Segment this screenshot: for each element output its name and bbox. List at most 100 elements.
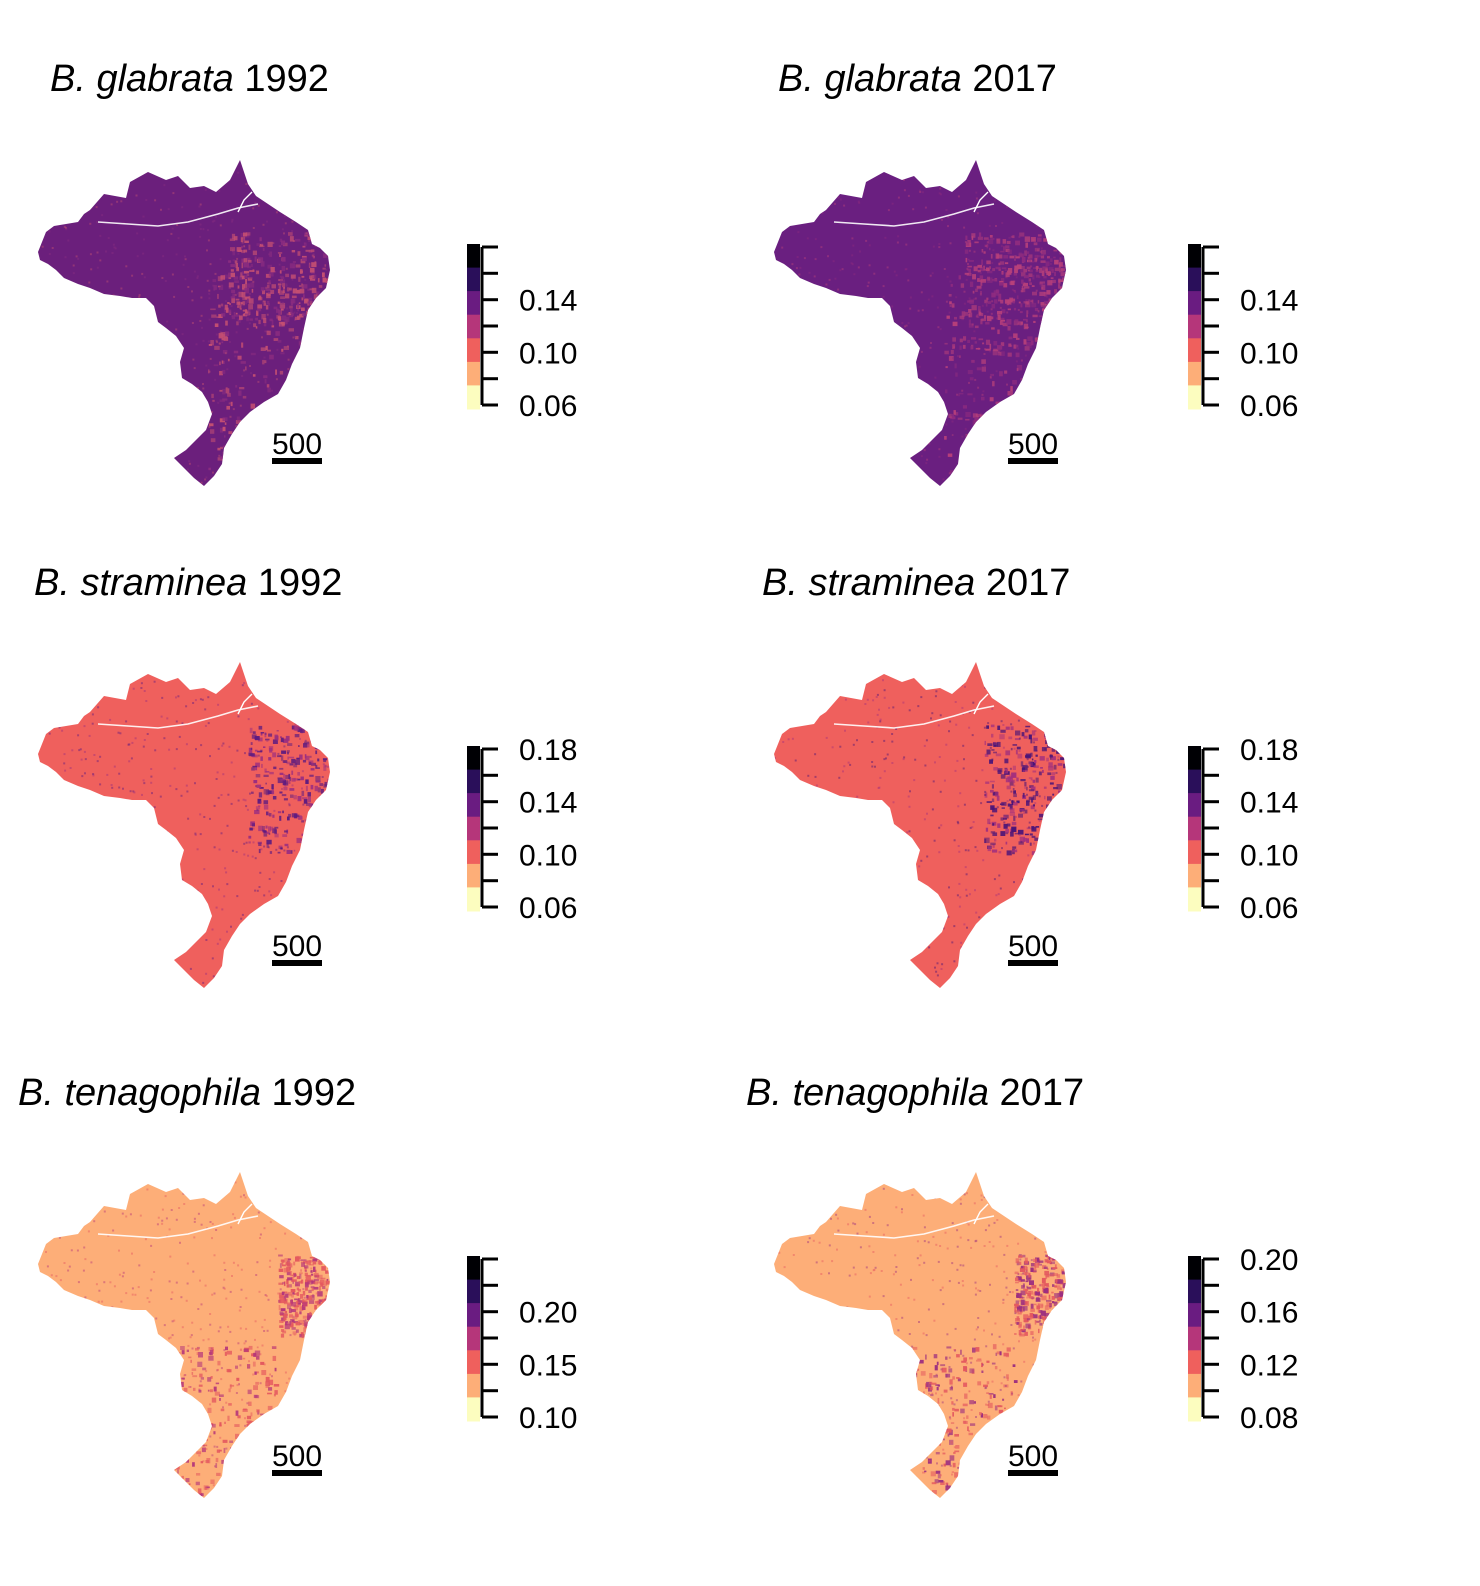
legend-swatch [1188,887,1201,912]
scale-bar-label: 500 [1008,1440,1058,1473]
legend-tick-label: 0.08 [1240,1402,1298,1435]
legend-swatch [1188,1326,1201,1351]
legend-swatch [467,314,480,339]
legend-tick-label: 0.12 [1240,1349,1298,1382]
year-label: 1992 [257,562,343,604]
legend-swatch [467,1373,480,1398]
legend-swatch [467,863,480,888]
brazil-outline [774,1172,1066,1498]
brazil-map: 500 0.20 0.15 0.10 [38,1172,577,1498]
legend-tick-label: 0.14 [1240,787,1298,820]
legend-tick-label: 0.10 [519,1402,577,1435]
legend-swatch [467,1326,480,1351]
legend-swatch [467,746,480,771]
map-panel-glabrata-1992: B. glabrata 1992 500 0.14 0.10 0.06 [0,0,740,510]
legend-swatch [467,267,480,292]
legend-swatch [467,291,480,316]
legend-swatch [1188,244,1201,269]
legend-swatch [1188,746,1201,771]
legend-tick-label: 0.06 [519,390,577,423]
legend-swatch [1188,840,1201,865]
legend-tick-label: 0.06 [519,892,577,925]
year-label: 2017 [972,58,1057,100]
legend-swatch [1188,769,1201,794]
brazil-outline [38,662,330,988]
legend-swatch [467,816,480,841]
legend-tick-label: 0.14 [519,787,577,820]
species-name: B. glabrata [50,58,234,100]
map-panel-glabrata-2017: B. glabrata 2017 500 0.14 0.10 0.06 [736,0,1476,510]
scale-bar-label: 500 [272,428,322,461]
legend-tick-label: 0.10 [1240,337,1298,370]
legend-swatch [1188,1279,1201,1304]
legend-swatch [467,1256,480,1281]
legend-swatch [467,385,480,410]
legend-swatch [1188,863,1201,888]
color-legend: 0.20 0.16 0.12 0.08 [1188,1244,1298,1435]
map-title: B. glabrata 2017 [778,60,1057,98]
legend-swatch [467,244,480,269]
legend-swatch [467,840,480,865]
brazil-map: 500 0.18 0.14 0.10 0.06 [38,662,577,988]
color-legend: 0.20 0.15 0.10 [467,1256,577,1435]
legend-swatch [467,338,480,363]
legend-swatch [467,361,480,386]
brazil-map: 500 0.14 0.10 0.06 [774,160,1298,486]
legend-swatch [1188,361,1201,386]
brazil-outline [38,1172,330,1498]
map-panel-tenagophila-1992: B. tenagophila 1992 500 0.20 0.15 0.10 [0,1012,740,1522]
legend-swatch [1188,816,1201,841]
legend-swatch [1188,1373,1201,1398]
year-label: 2017 [999,1072,1085,1114]
legend-swatch [467,887,480,912]
legend-tick-label: 0.18 [1240,734,1298,767]
legend-swatch [467,1303,480,1328]
year-label: 2017 [985,562,1071,604]
color-legend: 0.14 0.10 0.06 [1188,244,1298,423]
legend-tick-label: 0.10 [1240,839,1298,872]
legend-swatch [467,1279,480,1304]
scale-bar-label: 500 [1008,930,1058,963]
legend-tick-label: 0.20 [519,1297,577,1330]
legend-swatch [1188,1256,1201,1281]
scale-bar [1008,1470,1058,1476]
legend-swatch [1188,385,1201,410]
species-name: B. glabrata [778,58,962,100]
map-title: B. tenagophila 1992 [18,1074,356,1112]
color-legend: 0.18 0.14 0.10 0.06 [1188,734,1298,925]
scale-bar [1008,458,1058,464]
legend-swatch [1188,314,1201,339]
legend-swatch [1188,267,1201,292]
legend-tick-label: 0.06 [1240,390,1298,423]
legend-swatch [1188,338,1201,363]
scale-bar-label: 500 [272,1440,322,1473]
map-title: B. straminea 2017 [762,564,1070,602]
legend-tick-label: 0.20 [1240,1244,1298,1277]
brazil-map: 500 0.14 0.10 0.06 [38,160,577,486]
map-panel-straminea-2017: B. straminea 2017 500 0.18 0.14 0.10 0.06 [736,502,1476,1012]
legend-tick-label: 0.10 [519,337,577,370]
species-name: B. tenagophila [18,1072,261,1114]
species-name: B. straminea [34,562,248,604]
color-legend: 0.18 0.14 0.10 0.06 [467,734,577,925]
scale-bar-label: 500 [272,930,322,963]
year-label: 1992 [244,58,329,100]
map-panel-tenagophila-2017: B. tenagophila 2017 500 0.20 0.16 0.12 0.08 [736,1012,1476,1522]
map-title: B. tenagophila 2017 [746,1074,1084,1112]
color-legend: 0.14 0.10 0.06 [467,244,577,423]
legend-tick-label: 0.06 [1240,892,1298,925]
scale-bar-label: 500 [1008,428,1058,461]
scale-bar [1008,960,1058,966]
legend-swatch [467,769,480,794]
species-name: B. tenagophila [746,1072,989,1114]
legend-swatch [467,1350,480,1375]
map-title: B. straminea 1992 [34,564,342,602]
brazil-map: 500 0.20 0.16 0.12 0.08 [774,1172,1298,1498]
legend-tick-label: 0.15 [519,1349,577,1382]
legend-tick-label: 0.18 [519,734,577,767]
species-name: B. straminea [762,562,976,604]
legend-swatch [1188,1397,1201,1422]
legend-tick-label: 0.16 [1240,1297,1298,1330]
brazil-map: 500 0.18 0.14 0.10 0.06 [774,662,1298,988]
legend-swatch [1188,1350,1201,1375]
